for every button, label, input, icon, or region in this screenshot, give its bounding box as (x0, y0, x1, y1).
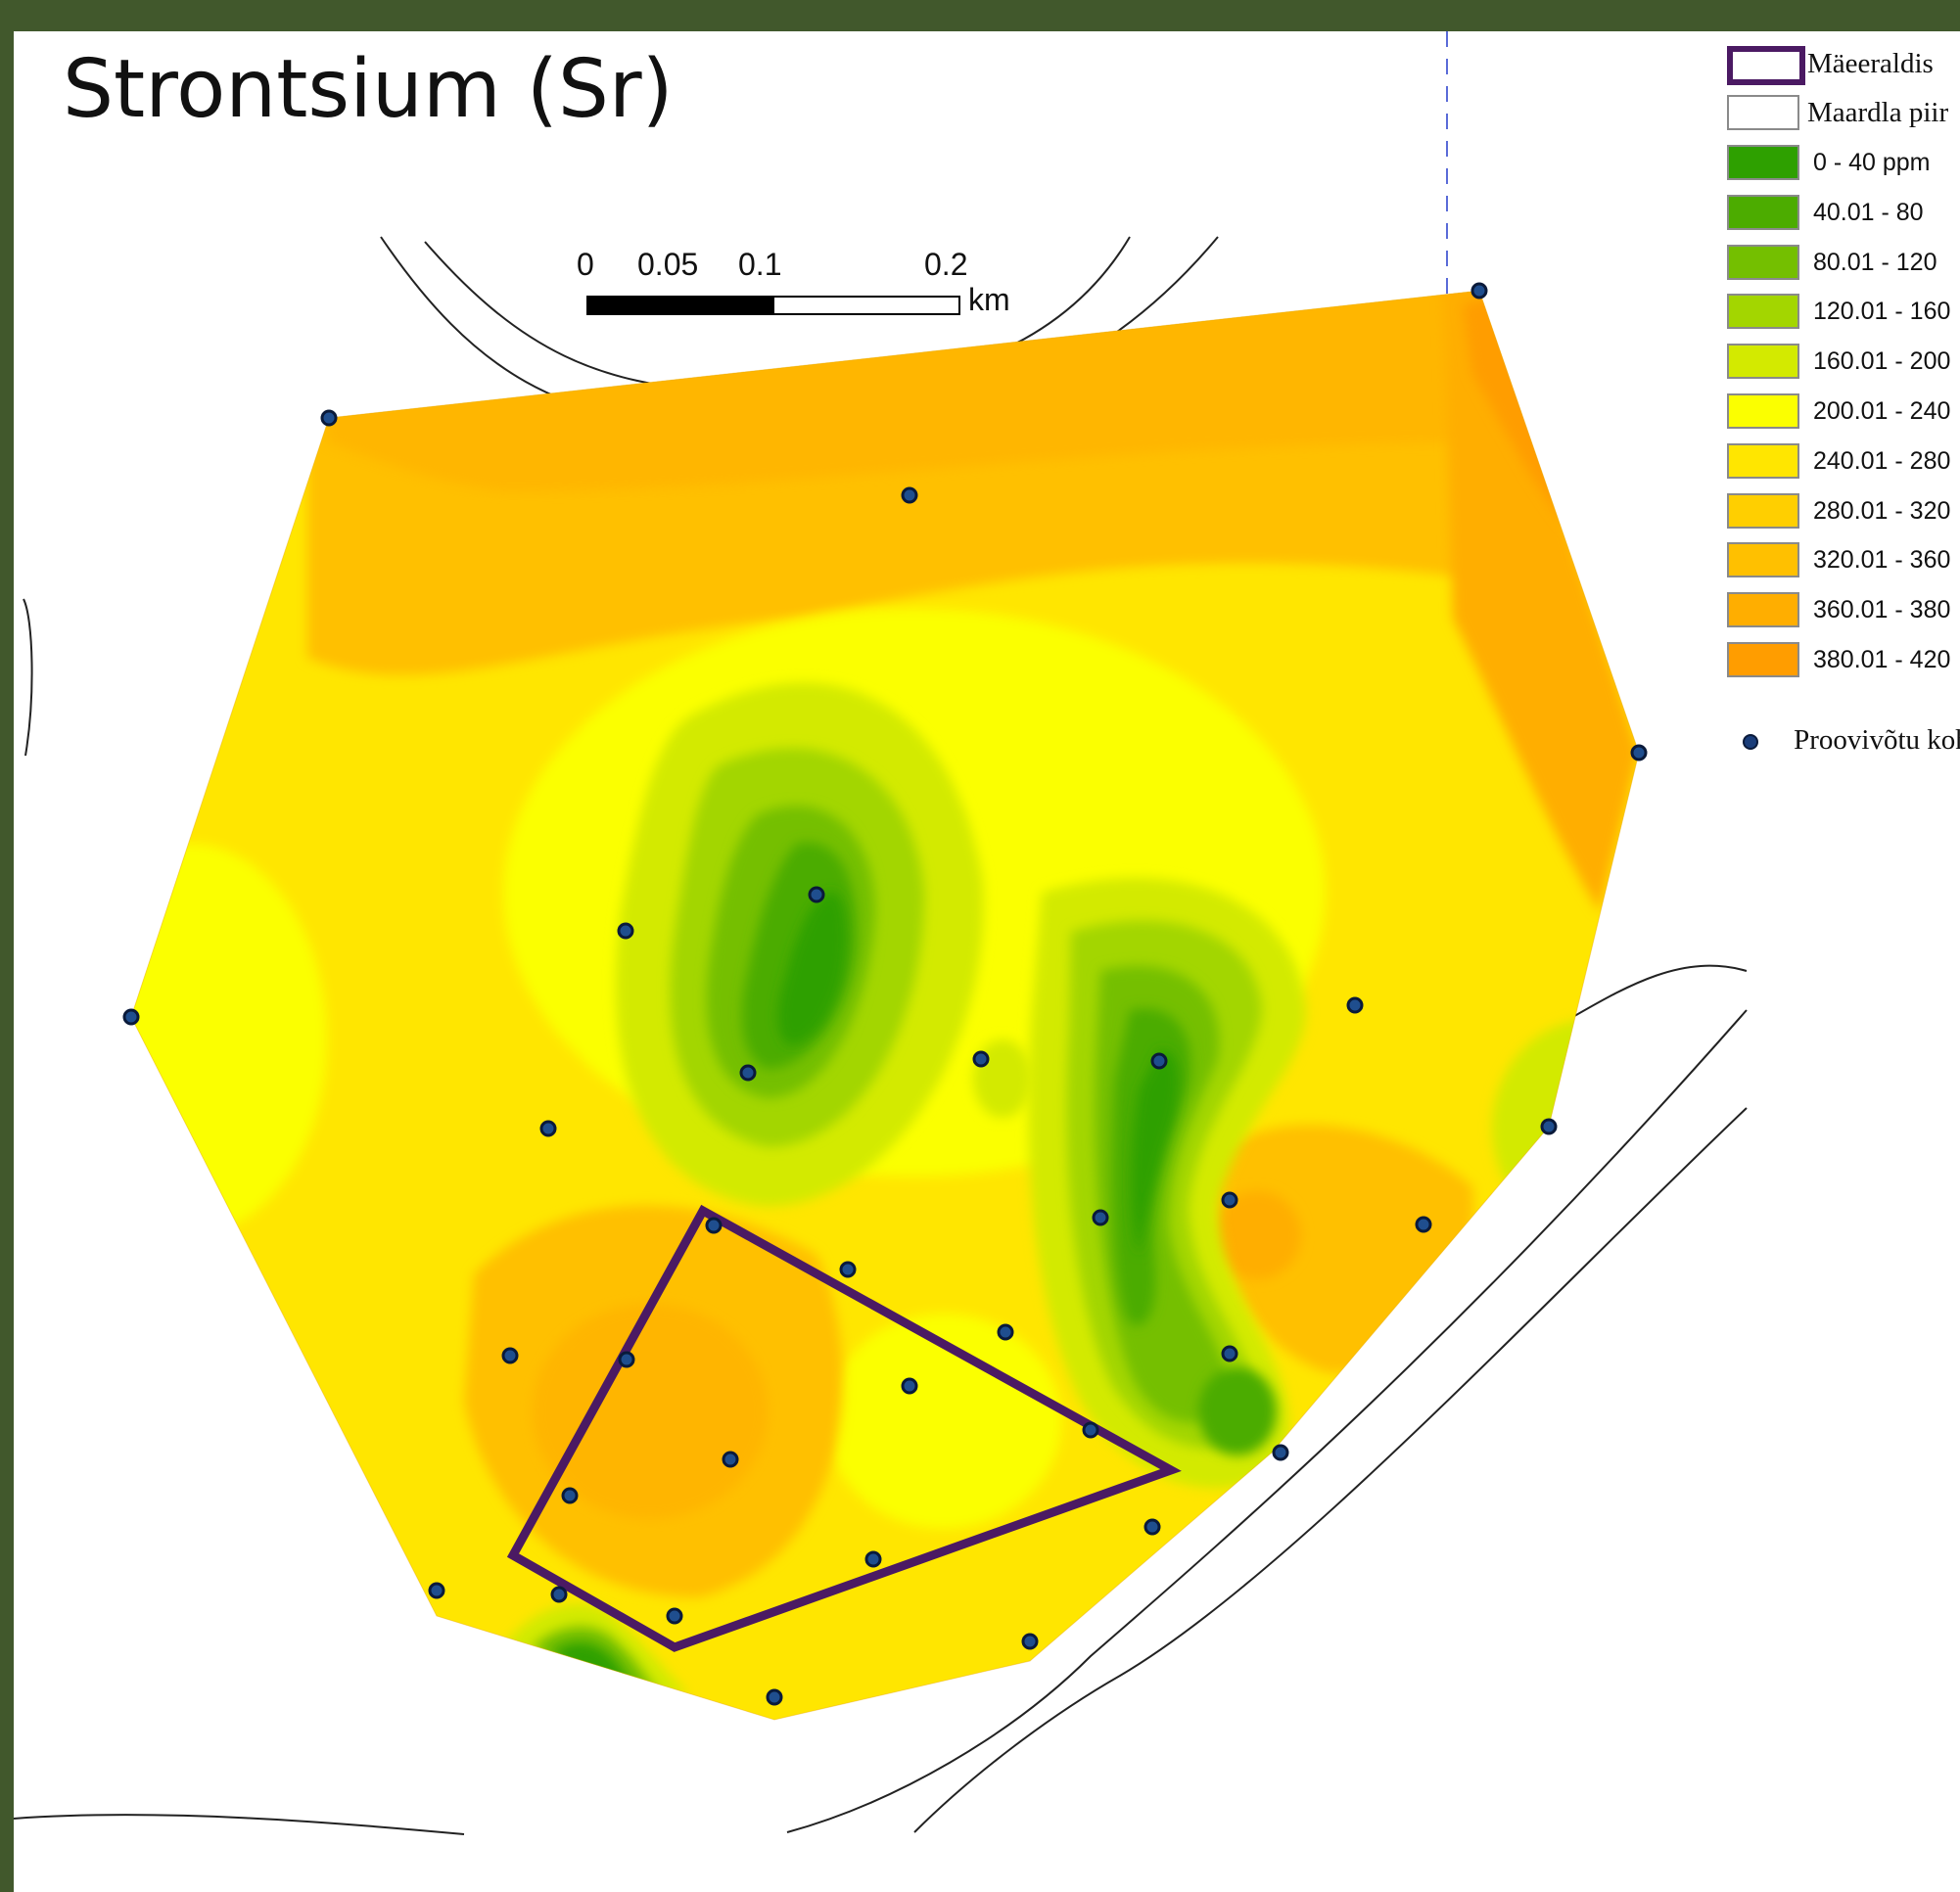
legend-swatch (1727, 294, 1799, 330)
map-canvas (14, 31, 1748, 1835)
legend-swatch (1727, 442, 1799, 479)
legend-label: 200.01 - 240 (1813, 397, 1951, 425)
sample-point (539, 1120, 557, 1137)
scale-bar-segment-white (772, 296, 960, 315)
legend-label: 160.01 - 200 (1813, 347, 1951, 376)
legend-swatch-boundary (1727, 46, 1805, 85)
map-slide: Strontsium (Sr) 0 0.05 0.1 0.2 km Mäeera… (14, 31, 1960, 1892)
sample-point (1082, 1421, 1099, 1439)
sample-point (617, 922, 634, 940)
sample-point (1346, 996, 1364, 1014)
sample-point (618, 1351, 635, 1368)
sample-point (972, 1050, 990, 1068)
legend-label: 280.01 - 320 (1813, 496, 1951, 525)
sample-point (1021, 1633, 1039, 1650)
sample-point (1150, 1052, 1168, 1070)
legend-label: Mäeeraldis (1807, 48, 1934, 79)
legend-label: Maardla piir (1807, 97, 1949, 128)
sample-point (1221, 1191, 1238, 1209)
sample-point (766, 1688, 783, 1706)
sample-point (1221, 1345, 1238, 1362)
sample-point (1415, 1216, 1432, 1233)
legend-label: Proovivõtu koht (1794, 724, 1960, 756)
sample-point (901, 1377, 918, 1395)
sample-point (864, 1550, 882, 1568)
sample-point (722, 1451, 739, 1468)
legend-swatch (1727, 393, 1799, 429)
sample-point-icon (1743, 734, 1758, 750)
sample-point (550, 1586, 568, 1603)
legend-swatch (1727, 642, 1799, 677)
legend-label: 120.01 - 160 (1813, 298, 1951, 326)
sample-point (839, 1261, 857, 1278)
legend-swatch (1727, 344, 1799, 380)
scale-tick-label: 0.05 (637, 247, 699, 282)
sample-point (1630, 744, 1648, 761)
sample-point (739, 1064, 757, 1082)
legend-label: 380.01 - 420 (1813, 646, 1951, 673)
sample-point (705, 1217, 723, 1234)
sample-point (666, 1607, 683, 1625)
sample-point (561, 1487, 579, 1504)
legend-label: 320.01 - 360 (1813, 546, 1951, 575)
scale-tick-label: 0.1 (738, 247, 782, 282)
scale-bar: 0 0.05 0.1 0.2 km (577, 247, 1047, 335)
sample-point (320, 409, 338, 427)
sample-point (501, 1347, 519, 1364)
scale-unit: km (968, 282, 1010, 317)
sample-point (428, 1582, 445, 1599)
legend-swatch (1727, 244, 1799, 280)
legend-swatch-deposit (1727, 95, 1799, 130)
legend-swatch (1727, 492, 1799, 529)
sample-point (1092, 1209, 1109, 1226)
legend-label: 240.01 - 280 (1813, 446, 1951, 475)
scale-tick-label: 0 (577, 247, 594, 282)
legend-label: 80.01 - 120 (1813, 248, 1937, 276)
scale-tick-label: 0.2 (924, 247, 968, 282)
legend-label: 40.01 - 80 (1813, 198, 1924, 226)
sample-point (808, 886, 825, 903)
legend-label: 0 - 40 ppm (1813, 149, 1931, 176)
sample-point (1470, 282, 1488, 300)
study-area-outline (130, 290, 1640, 1721)
legend-swatch (1727, 145, 1799, 180)
legend-label: 360.01 - 380 (1813, 596, 1951, 624)
sample-points (122, 282, 1648, 1706)
sample-point (122, 1008, 140, 1026)
map-title: Strontsium (Sr) (63, 43, 674, 136)
sample-point (901, 486, 918, 504)
mining-claim-boundary (506, 1204, 1182, 1652)
sample-point (1143, 1518, 1161, 1536)
legend-swatch (1727, 592, 1799, 628)
legend-swatch (1727, 194, 1799, 230)
legend-swatch (1727, 542, 1799, 578)
sample-point (1540, 1118, 1558, 1135)
sample-point (1272, 1444, 1289, 1461)
sample-point (997, 1323, 1014, 1341)
scale-bar-segment-black (586, 296, 774, 315)
